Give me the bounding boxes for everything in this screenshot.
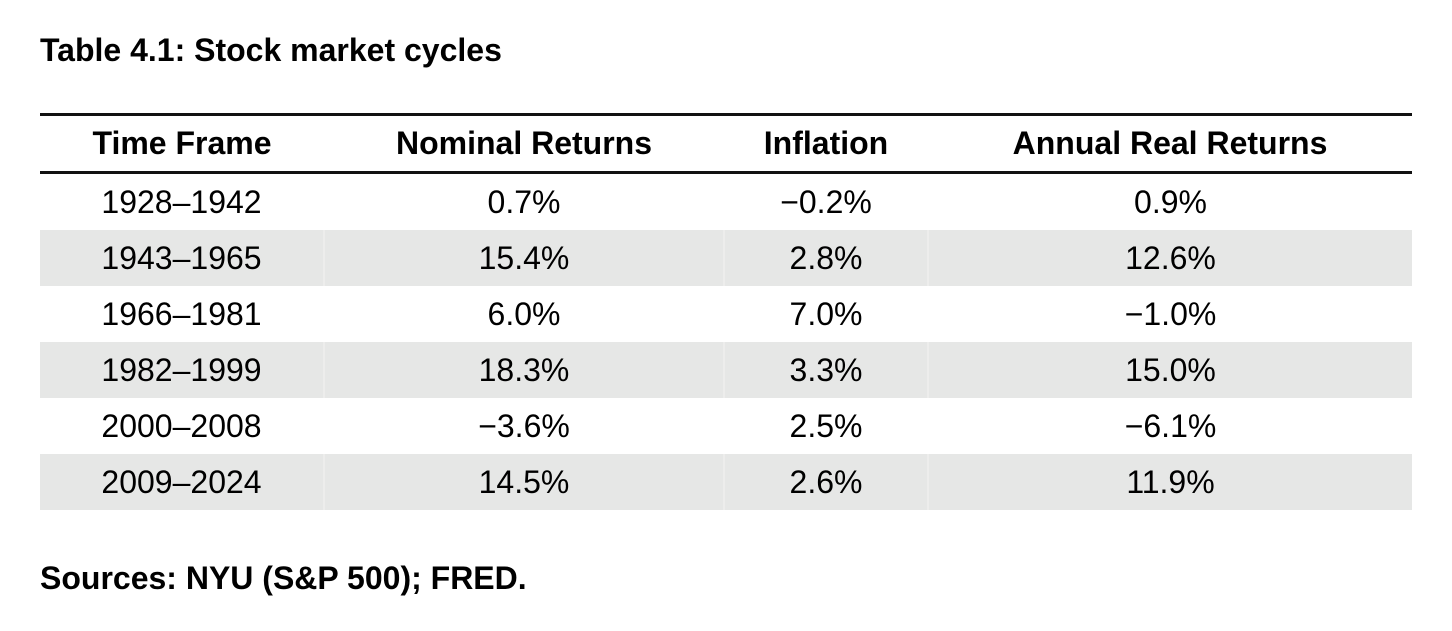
- cell-nominal-returns: 15.4%: [323, 230, 724, 286]
- table-row: 1966–1981 6.0% 7.0% −1.0%: [40, 286, 1412, 342]
- table-header-row: Time Frame Nominal Returns Inflation Ann…: [40, 114, 1412, 173]
- table-row: 1982–1999 18.3% 3.3% 15.0%: [40, 342, 1412, 398]
- cell-nominal-returns: 0.7%: [323, 172, 724, 230]
- cell-nominal-returns: 6.0%: [323, 286, 724, 342]
- cell-annual-real-returns: 11.9%: [927, 454, 1412, 510]
- cell-annual-real-returns: 15.0%: [927, 342, 1412, 398]
- header-nominal-returns: Nominal Returns: [395, 125, 653, 161]
- table-title: Table 4.1: Stock market cycles: [40, 32, 502, 68]
- cell-time-frame: 1982–1999: [40, 342, 324, 398]
- cell-annual-real-returns: 0.9%: [927, 172, 1412, 230]
- header-inflation: Inflation: [763, 125, 889, 161]
- stock-market-cycles-table: Time Frame Nominal Returns Inflation Ann…: [40, 113, 1412, 510]
- cell-annual-real-returns: −1.0%: [927, 286, 1412, 342]
- cell-nominal-returns: 14.5%: [323, 454, 724, 510]
- table-row: 1943–1965 15.4% 2.8% 12.6%: [40, 230, 1412, 286]
- cell-time-frame: 2009–2024: [40, 454, 324, 510]
- cell-inflation: 2.8%: [723, 230, 928, 286]
- cell-inflation: 2.5%: [723, 398, 928, 454]
- cell-inflation: 2.6%: [723, 454, 928, 510]
- cell-time-frame: 1966–1981: [101, 295, 262, 332]
- cell-annual-real-returns: −6.1%: [927, 398, 1412, 454]
- cell-time-frame: 1943–1965: [40, 230, 324, 286]
- header-time-frame: Time Frame: [92, 125, 272, 161]
- table-row: 2009–2024 14.5% 2.6% 11.9%: [40, 454, 1412, 510]
- cell-inflation: −0.2%: [723, 172, 928, 230]
- table-row: 1928–1942 0.7% −0.2% 0.9%: [40, 172, 1412, 230]
- table-row: 2000–2008 −3.6% 2.5% −6.1%: [40, 398, 1412, 454]
- cell-annual-real-returns: 12.6%: [927, 230, 1412, 286]
- cell-nominal-returns: 18.3%: [323, 342, 724, 398]
- source-note: Sources: NYU (S&P 500); FRED.: [40, 560, 527, 596]
- cell-inflation: 3.3%: [723, 342, 928, 398]
- cell-inflation: 7.0%: [723, 286, 928, 342]
- header-annual-real-returns: Annual Real Returns: [1012, 125, 1328, 161]
- cell-nominal-returns: −3.6%: [323, 398, 724, 454]
- cell-time-frame: 1928–1942: [101, 183, 262, 220]
- cell-time-frame: 2000–2008: [101, 407, 262, 444]
